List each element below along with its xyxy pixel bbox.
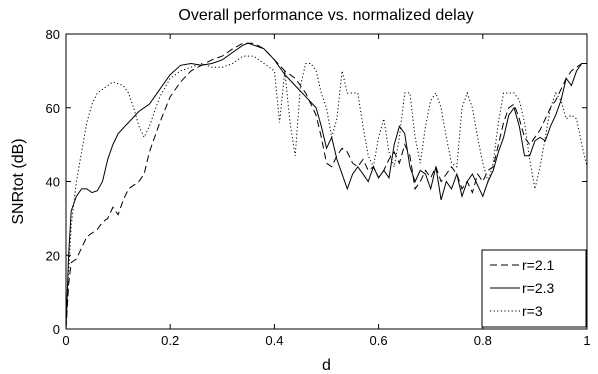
legend-label-1: r=2.1 (522, 257, 555, 273)
x-axis-label: d (322, 357, 331, 374)
series-line-3 (65, 55, 588, 330)
plot-lines (65, 42, 588, 330)
legend-label-2: r=2.3 (522, 280, 555, 296)
x-tick-label: 0.6 (370, 333, 388, 348)
legend-label-3: r=3 (522, 303, 543, 319)
series-line-1 (65, 42, 587, 330)
y-tick-label: 0 (53, 322, 60, 337)
x-tick-label: 1 (583, 333, 590, 348)
y-tick-label: 60 (46, 101, 60, 116)
y-axis-ticks: 0 20 40 60 80 (46, 27, 587, 337)
y-axis-label: SNRtot (dB) (10, 138, 27, 224)
chart-title: Overall performance vs. normalized delay (178, 7, 473, 24)
y-tick-label: 20 (46, 248, 60, 263)
x-axis-ticks: 0 0.2 0.4 0.6 0.8 1 (62, 34, 591, 348)
x-tick-label: 0 (62, 333, 69, 348)
y-tick-label: 80 (46, 27, 60, 42)
x-tick-label: 0.8 (474, 333, 492, 348)
x-tick-label: 0.2 (161, 333, 179, 348)
legend: r=2.1 r=2.3 r=3 (481, 249, 587, 328)
y-tick-label: 40 (46, 175, 60, 190)
x-tick-label: 0.4 (265, 333, 283, 348)
series-line-2 (65, 42, 587, 330)
